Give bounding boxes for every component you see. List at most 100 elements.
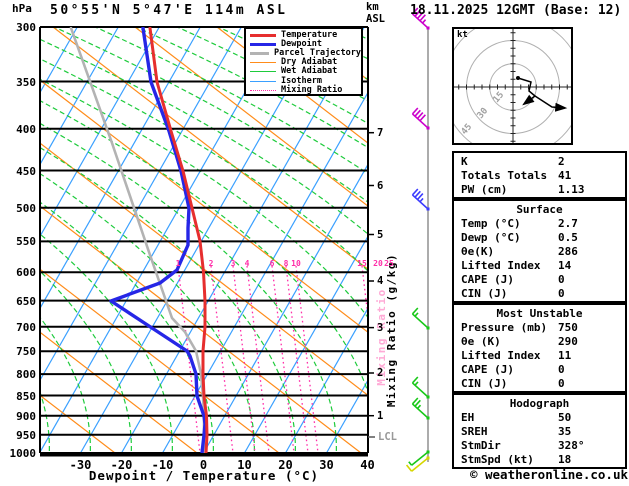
wet-adiabat-line (40, 173, 255, 453)
table-row: Lifted Index 11 (454, 349, 625, 363)
indices-table-box: Most Unstable Pressure (mb) 750 θe (K) 290 Li… (452, 303, 627, 393)
altitude-tick-label: 1 (377, 409, 384, 422)
table-row-value: 11 (558, 349, 572, 362)
table-section-header: Hodograph (509, 397, 570, 410)
wind-barb (408, 450, 430, 466)
indices-table-box: Surface Temp (°C) 2.7 Dewp (°C) 0.5 θe(K) 286 L… (452, 199, 627, 303)
legend-item-label: Wet Adiabat (281, 66, 338, 77)
temperature-tick-label: -30 (69, 458, 92, 472)
isotherm-line (40, 27, 242, 382)
altitude-tick-label: 5 (377, 228, 384, 241)
table-row-label: Totals Totals (461, 169, 548, 182)
table-row: θe (K) 290 (454, 335, 625, 349)
isotherm-line (40, 27, 160, 238)
table-row: Dewp (°C) 0.5 (454, 231, 625, 245)
dry-adiabat-line (216, 27, 368, 144)
table-row-label: Pressure (mb) (461, 321, 548, 334)
mixing-ratio-line (295, 265, 319, 453)
table-row-value: 1.13 (558, 183, 585, 196)
dry-adiabat-line (40, 142, 368, 397)
legend-item-label: Isotherm (281, 75, 322, 86)
temperature-tick-label: 0 (199, 458, 208, 472)
table-row-label: CAPE (J) (461, 273, 514, 286)
table-row-label: StmDir (461, 439, 501, 452)
table-row-label: K (461, 155, 468, 168)
pressure-tick-label: 650 (16, 294, 36, 308)
table-row: PW (cm) 1.13 (454, 183, 625, 197)
x-axis-title: Dewpoint / Temperature (°C) (88, 468, 320, 483)
temperature-tick-label: -20 (110, 458, 133, 472)
mixing-ratio-value-label: 15 (357, 259, 367, 268)
altitude-axis-unit-km: km (366, 1, 379, 13)
mixing-ratio-value-label: 3 (230, 259, 236, 268)
mixing-ratio-value-label: 10 (291, 259, 301, 268)
table-row-label: θe (K) (461, 335, 501, 348)
wet-adiabat-line (40, 201, 214, 453)
table-row: Totals Totals 41 (454, 169, 625, 183)
mixing-ratio-value-label: 20 (373, 259, 383, 268)
wind-barb (405, 456, 430, 472)
isotherm-line (284, 307, 368, 453)
legend-item: Dry Adiabat (250, 58, 361, 67)
wet-adiabat-line (40, 316, 91, 453)
legend-item-label: Temperature (281, 30, 338, 41)
table-section-header: Surface (516, 203, 563, 216)
mixing-ratio-line (285, 265, 309, 453)
table-row-label: EH (461, 411, 475, 424)
wet-adiabat-line (40, 390, 50, 453)
table-row-value: 750 (558, 321, 578, 334)
table-row-value: 35 (558, 425, 572, 438)
table-row: CIN (J) 0 (454, 287, 625, 301)
mixing-ratio-value-label: 1 (175, 259, 181, 268)
legend-line-swatch (250, 43, 276, 47)
isotherm-line (243, 235, 368, 453)
wet-adiabat-line (93, 27, 368, 175)
legend-line-swatch (250, 80, 276, 82)
legend-item: Isotherm (250, 76, 361, 85)
table-row: StmSpd (kt) 18 (454, 453, 625, 467)
table-row: CIN (J) 0 (454, 377, 625, 391)
wind-barb (411, 188, 430, 211)
isotherm-line (79, 27, 324, 453)
table-row-label: Lifted Index (461, 349, 541, 362)
table-row-label: θe(K) (461, 245, 495, 258)
pressure-tick-label: 750 (16, 345, 36, 359)
isotherm-line (40, 27, 283, 453)
table-row: Pressure (mb) 750 (454, 321, 625, 335)
table-row-value: 286 (558, 245, 578, 258)
mixing-ratio-line (177, 265, 201, 453)
watermark: © weatheronline.co.uk (469, 467, 628, 482)
pressure-tick-label: 1000 (9, 447, 37, 460)
table-row-label: Lifted Index (461, 259, 541, 272)
hodograph-trace (534, 95, 568, 112)
pressure-tick-label: 800 (16, 368, 36, 382)
table-row-label: CAPE (J) (461, 363, 514, 376)
dry-adiabat-line (52, 27, 368, 270)
temperature-curve (148, 27, 209, 453)
hodograph-ring-label: 15 (492, 90, 507, 105)
altitude-tick-label: 2 (377, 367, 384, 379)
table-row: CAPE (J) 0 (454, 363, 625, 377)
legend-item-label: Mixing Ratio (281, 84, 343, 95)
temperature-tick-label: 40 (360, 458, 375, 472)
dry-adiabat-line (134, 27, 368, 207)
mixing-ratio-line (210, 265, 234, 453)
table-row-label: CIN (J) (461, 377, 508, 390)
altitude-axis-unit-asl: ASL (366, 13, 385, 25)
dry-adiabat-line (40, 205, 362, 453)
pressure-tick-label: 400 (16, 122, 36, 136)
isotherm-line (40, 27, 201, 310)
dry-adiabat-line (40, 79, 368, 334)
legend-item-label: Dewpoint (281, 39, 322, 50)
sounding-curves (69, 27, 209, 453)
legend-item: Wet Adiabat (250, 67, 361, 76)
table-row-value: 0 (558, 363, 565, 376)
dry-adiabat-line (40, 268, 280, 453)
table-row-label: PW (cm) (461, 183, 508, 196)
table-row-value: 14 (558, 259, 572, 272)
legend-item: Parcel Trajectory (250, 49, 361, 58)
dewpoint-curve (109, 27, 207, 453)
table-row: θe(K) 286 (454, 245, 625, 259)
legend-item: Mixing Ratio (250, 84, 361, 95)
